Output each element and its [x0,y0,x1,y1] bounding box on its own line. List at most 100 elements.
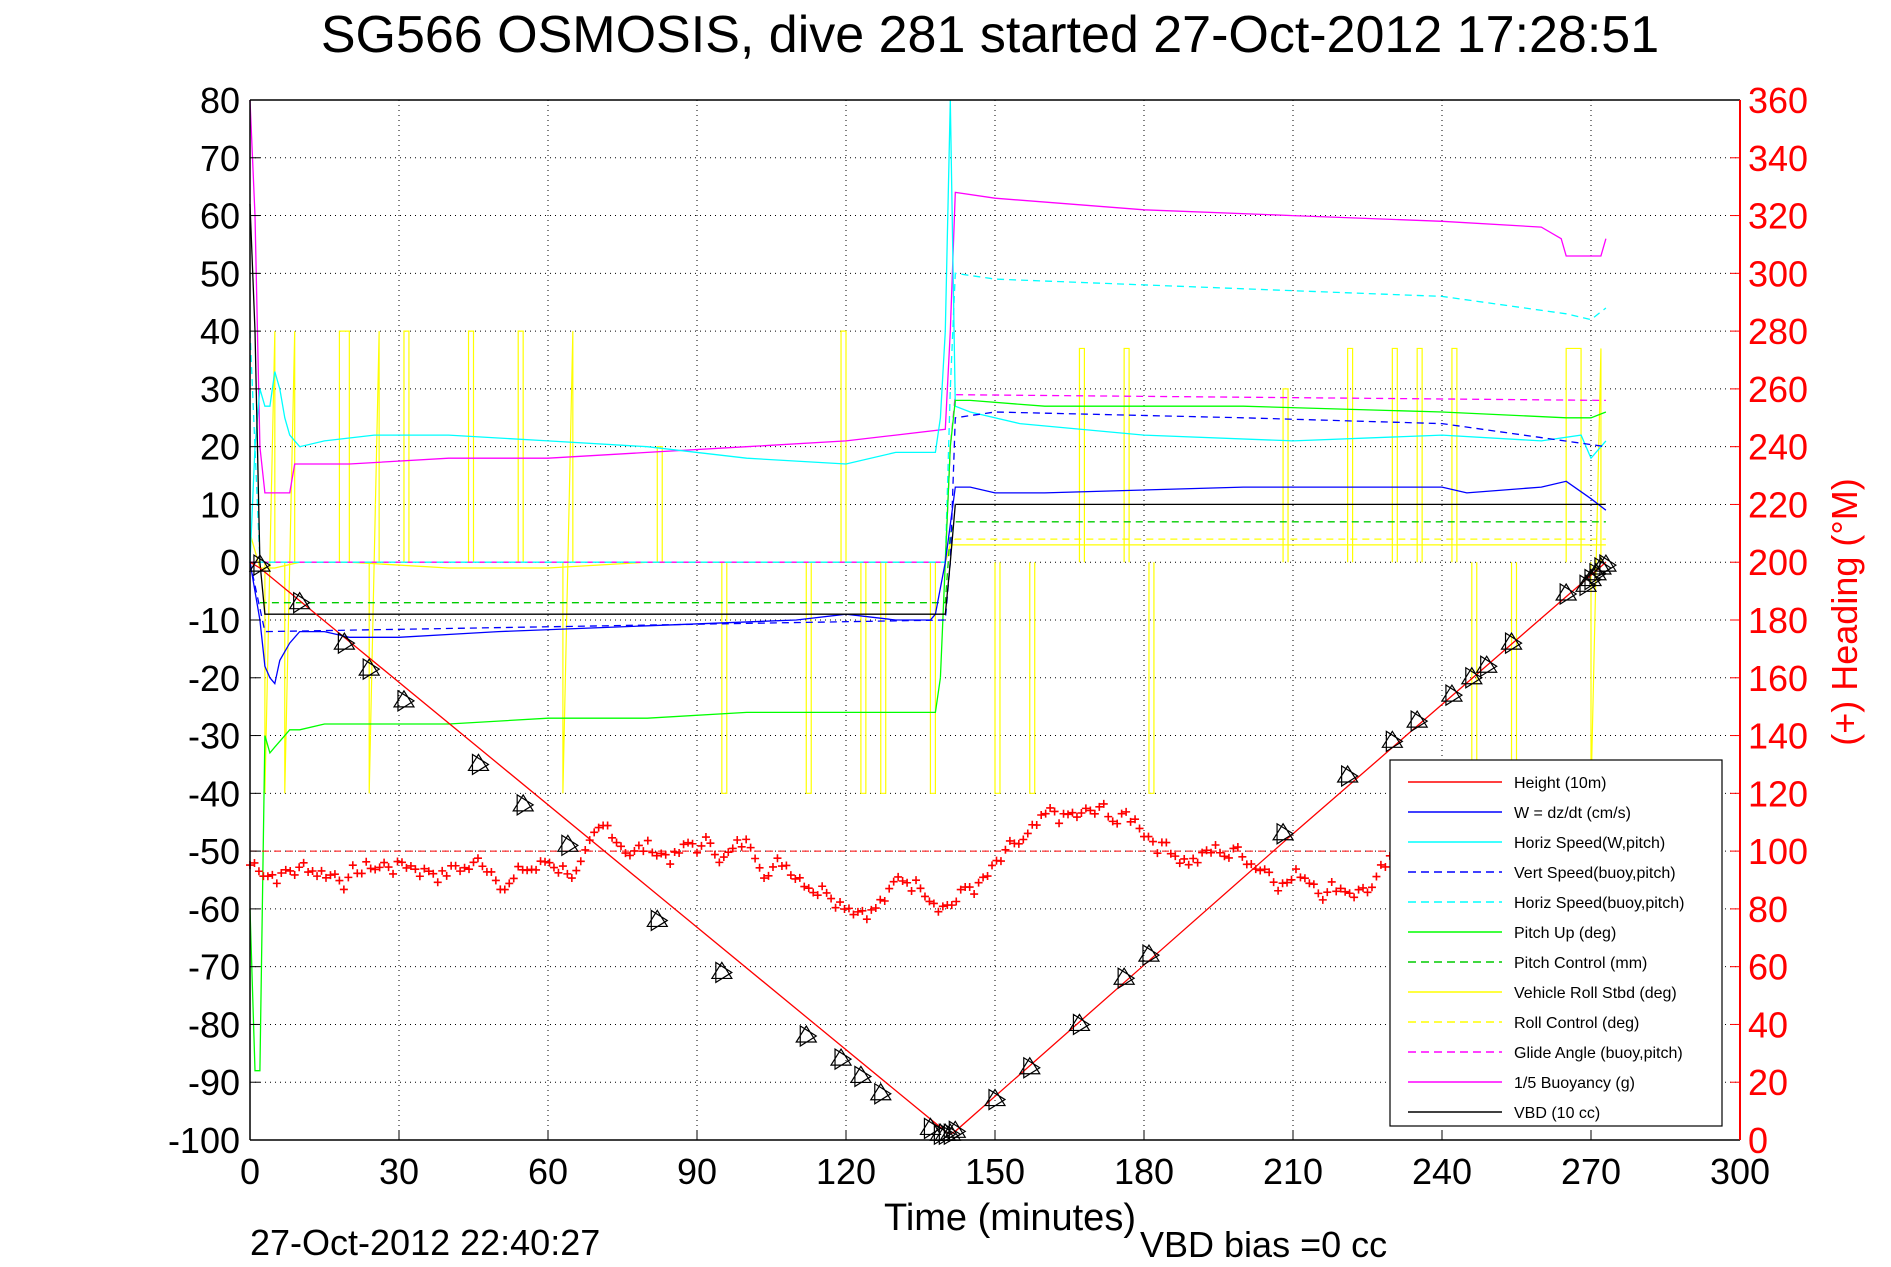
heading-point [1211,841,1220,850]
legend-label: Horiz Speed(W,pitch) [1514,835,1665,852]
heading-point [885,884,894,893]
roll-spike [840,330,847,563]
x-tick-label: 90 [677,1151,717,1192]
heading-point [1327,877,1336,886]
heading-point [684,838,693,847]
heading-point [746,843,755,852]
heading-point [402,863,411,872]
heading-point [1283,878,1292,887]
heading-point [505,879,514,888]
x-tick-label: 210 [1263,1151,1323,1192]
heading-point [889,877,898,886]
heading-point [473,854,482,863]
y2-tick-label: 0 [1748,1120,1768,1161]
y2-tick-label: 40 [1748,1004,1788,1045]
heading-point [804,884,813,893]
heading-point [813,891,822,900]
heading-point [1215,848,1224,857]
y-tick-label: -60 [188,889,240,930]
heading-point [925,897,934,906]
height-marker [1555,582,1578,606]
height-marker [288,591,311,614]
series-layer [246,99,1618,1146]
heading-point [1247,860,1256,869]
heading-point [612,838,621,847]
y2-tick-label: 220 [1748,484,1808,525]
height-marker [646,909,669,932]
legend-label: Pitch Up (deg) [1514,925,1616,942]
heading-point [1224,853,1233,862]
heading-point [1323,888,1332,897]
heading-point [594,823,603,832]
heading-point [339,885,348,894]
legend-label: Vehicle Roll Stbd (deg) [1514,985,1677,1002]
roll-spike [1078,347,1085,563]
roll-spike [403,330,410,563]
y-tick-label: 70 [200,138,240,179]
x-tick-label: 150 [965,1151,1025,1192]
height-marker [1440,683,1464,707]
heading-point [733,836,742,845]
heading-point [1367,883,1376,892]
heading-point [1153,849,1162,858]
height-marker [1500,631,1523,655]
heading-point [371,865,380,874]
heading-point [1148,837,1157,846]
y-tick-label: -50 [188,831,240,872]
heading-point [849,910,858,919]
heading-point [1099,799,1108,808]
heading-point [277,869,286,878]
height-marker [1594,553,1618,577]
heading-point [1001,845,1010,854]
heading-point [715,858,724,867]
heading-point [1037,811,1046,820]
heading-point [719,853,728,862]
heading-point [1372,872,1381,881]
heading-point [451,861,460,870]
heading-point [576,857,585,866]
heading-point [290,870,299,879]
heading-point [469,858,478,867]
height-marker [392,689,416,712]
y-tick-label: -20 [188,658,240,699]
y2-axis-label: (+) Heading (°M) [1824,478,1865,745]
series-pitch-up [249,399,1607,1072]
heading-point [836,898,845,907]
legend-label: VBD (10 cc) [1514,1105,1600,1122]
heading-point [424,867,433,876]
roll-spike [467,330,475,563]
heading-point [1014,839,1023,848]
heading-point [411,865,420,874]
heading-point [1363,888,1372,897]
heading-point [1291,865,1300,874]
heading-point [478,862,487,871]
y-tick-label: -30 [188,716,240,757]
heading-point [1229,844,1238,853]
roll-spike [994,562,1001,794]
heading-point [581,845,590,854]
x-tick-label: 0 [240,1151,260,1192]
roll-spike [880,562,887,794]
heading-point [523,866,532,875]
heading-point [442,871,451,880]
heading-point [1305,879,1314,888]
heading-point [1300,874,1309,883]
y2-tick-label: 260 [1748,369,1808,410]
series-horiz-speed-model [249,272,1607,563]
heading-point [1296,873,1305,882]
heading-point [420,864,429,873]
heading-point [791,874,800,883]
y2-tick-label: 300 [1748,253,1808,294]
heading-point [867,905,876,914]
legend-label: Height (10m) [1514,775,1606,792]
heading-point [737,842,746,851]
heading-point [509,874,518,883]
heading-point [988,861,997,870]
heading-point [710,850,719,859]
heading-point [916,884,925,893]
heading-point [1019,835,1028,844]
heading-point [679,840,688,849]
heading-point [947,901,956,910]
heading-point [1077,808,1086,817]
